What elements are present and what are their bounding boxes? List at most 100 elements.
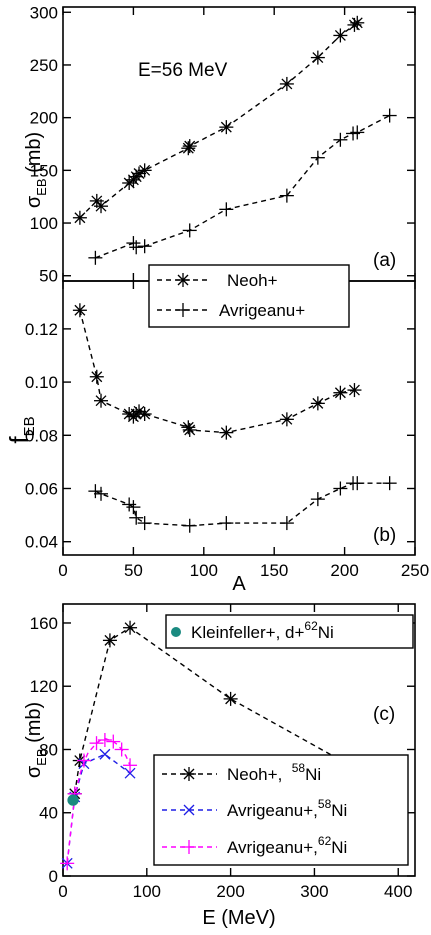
point-b-avrigeanu-7 xyxy=(219,516,234,531)
point-c-avrigeanu_62-5 xyxy=(106,734,121,749)
series-line-c-neoh xyxy=(74,626,399,794)
point-c-avrigeanu_62-6 xyxy=(114,742,129,757)
legend-b-marker-avrigeanu xyxy=(176,303,190,317)
point-a-neoh-0 xyxy=(72,210,87,225)
point-b-avrigeanu-9 xyxy=(310,492,325,507)
point-c-avrigeanu_58-4 xyxy=(124,767,136,779)
panel-a-ticks: 50 100 150 200 250 300 xyxy=(30,3,416,286)
panel-b-series xyxy=(72,303,397,533)
point-c-avrigeanu_62-7 xyxy=(123,758,138,773)
point-b-avrigeanu-13 xyxy=(382,476,397,491)
point-b-neoh-1 xyxy=(89,369,104,384)
point-a-avrigeanu-4 xyxy=(182,223,197,238)
legend-b-marker-neoh xyxy=(176,273,190,287)
point-b-avrigeanu-5 xyxy=(137,516,152,531)
legend-neoh-58ni-marker xyxy=(182,767,196,781)
panel-c-xlabel: E (MeV) xyxy=(202,907,275,929)
panel-a-annotation: E=56 MeV xyxy=(138,60,228,81)
panel-b-legend: Neoh+ Avrigeanu+ xyxy=(148,264,350,328)
panel-c-ylabel: σEB (mb) xyxy=(23,702,49,778)
series-line-a-neoh xyxy=(79,22,358,219)
legend-avrigeanu-62ni-marker xyxy=(182,840,196,854)
point-b-avrigeanu-4 xyxy=(129,510,144,525)
panel-b-xlabel: A xyxy=(232,573,246,595)
point-b-neoh-7 xyxy=(137,407,152,422)
panel-c-legend-box xyxy=(153,754,409,866)
panel-a-frame xyxy=(62,6,416,282)
series-line-b-neoh xyxy=(79,310,355,434)
panel-c-series xyxy=(60,620,406,871)
point-c-avrigeanu_58-3 xyxy=(99,748,111,760)
point-a-neoh-3 xyxy=(122,175,137,190)
panel-c-legend-top-box xyxy=(165,614,414,649)
point-c-avrigeanu_62-0 xyxy=(60,856,75,871)
panel-c-label: (c) xyxy=(373,704,395,725)
point-a-avrigeanu-9 xyxy=(346,126,361,141)
point-a-neoh-6 xyxy=(132,166,147,181)
xtick-label-b-4: 200 xyxy=(330,561,358,580)
point-b-neoh-0 xyxy=(72,303,87,318)
legend-neoh-58ni-label: Neoh+, 58Ni xyxy=(227,761,321,784)
legend-c-marker-avrigeanu_62 xyxy=(182,840,196,854)
point-a-avrigeanu-3 xyxy=(137,239,152,254)
point-a-avrigeanu-1 xyxy=(126,236,141,251)
series-line-c-avrigeanu_58 xyxy=(66,753,131,864)
ytick-label-a-0: 50 xyxy=(39,267,58,286)
legend-avrigeanu-label: Avrigeanu+ xyxy=(219,301,305,320)
series-line-c-avrigeanu_62 xyxy=(66,737,131,864)
xtick-label-c-3: 300 xyxy=(300,882,328,901)
panel-a-label: (a) xyxy=(373,250,396,271)
point-a-avrigeanu-11 xyxy=(382,108,397,123)
panel-b-ticks: 0.04 0.06 0.08 0.10 0.12 0 50 100 150 200 250 xyxy=(25,281,429,580)
xtick-label-b-3: 150 xyxy=(260,561,288,580)
panel-a-ylabel: σEB (mb) xyxy=(23,132,49,208)
point-b-avrigeanu-8 xyxy=(279,516,294,531)
point-a-neoh-2 xyxy=(94,199,109,214)
panel-b: 0.04 0.06 0.08 0.10 0.12 0 50 100 150 200 250 Neoh… xyxy=(4,264,429,595)
point-a-neoh-15 xyxy=(350,15,365,30)
series-line-b-avrigeanu xyxy=(95,482,390,527)
legend-avrigeanu-58ni-marker xyxy=(183,804,195,816)
point-a-neoh-11 xyxy=(279,76,294,91)
point-c-avrigeanu_62-4 xyxy=(97,733,112,747)
point-b-neoh-10 xyxy=(219,425,234,440)
panel-b-label: (b) xyxy=(373,525,396,546)
xtick-label-c-2: 200 xyxy=(216,882,244,901)
legend-kleinfeller-label: Kleinfeller+, d+62Ni xyxy=(191,619,334,642)
point-c-kleinfeller-0 xyxy=(67,794,79,806)
ytick-label-a-5: 300 xyxy=(30,3,58,22)
point-a-neoh-10 xyxy=(219,120,234,135)
ytick-label-a-4: 250 xyxy=(30,56,58,75)
point-b-neoh-9 xyxy=(182,422,197,437)
point-a-avrigeanu-8 xyxy=(333,132,348,147)
point-a-avrigeanu-0 xyxy=(88,250,103,265)
point-a-avrigeanu-2 xyxy=(129,240,144,255)
point-b-neoh-13 xyxy=(333,385,348,400)
xtick-label-c-4: 400 xyxy=(384,882,412,901)
point-a-neoh-9 xyxy=(182,139,197,154)
ytick-label-a-3: 200 xyxy=(30,109,58,128)
panel-c: 0 40 80 120 160 0 100 200 300 400 Kleinfeller+, d… xyxy=(23,603,416,929)
ytick-label-b-1: 0.06 xyxy=(25,479,58,498)
legend-avrigeanu-marker xyxy=(176,303,190,317)
point-b-avrigeanu-3 xyxy=(126,500,141,515)
ytick-label-c-3: 120 xyxy=(30,677,58,696)
point-c-neoh-3 xyxy=(123,620,138,635)
ytick-label-b-0: 0.04 xyxy=(25,533,58,552)
legend-avrigeanu-62ni-label: Avrigeanu+,62Ni xyxy=(227,834,347,857)
point-b-neoh-6 xyxy=(132,404,147,419)
point-c-avrigeanu_62-2 xyxy=(76,753,91,768)
ytick-label-b-3: 0.10 xyxy=(25,373,58,392)
point-a-avrigeanu-6 xyxy=(279,188,294,203)
point-b-avrigeanu-12 xyxy=(350,476,365,491)
point-b-neoh-2 xyxy=(94,393,109,408)
panel-b-legend-box xyxy=(148,264,350,328)
point-b-neoh-12 xyxy=(310,396,325,411)
ytick-label-a-1: 100 xyxy=(30,214,58,233)
xtick-label-c-0: 0 xyxy=(58,882,67,901)
legend-neoh-marker xyxy=(176,273,190,287)
panel-c-legend: Neoh+, 58Ni Avrigeanu+,58Ni Avrigeanu+,6… xyxy=(153,754,409,866)
xtick-label-c-1: 100 xyxy=(133,882,161,901)
point-a-neoh-13 xyxy=(333,28,348,43)
